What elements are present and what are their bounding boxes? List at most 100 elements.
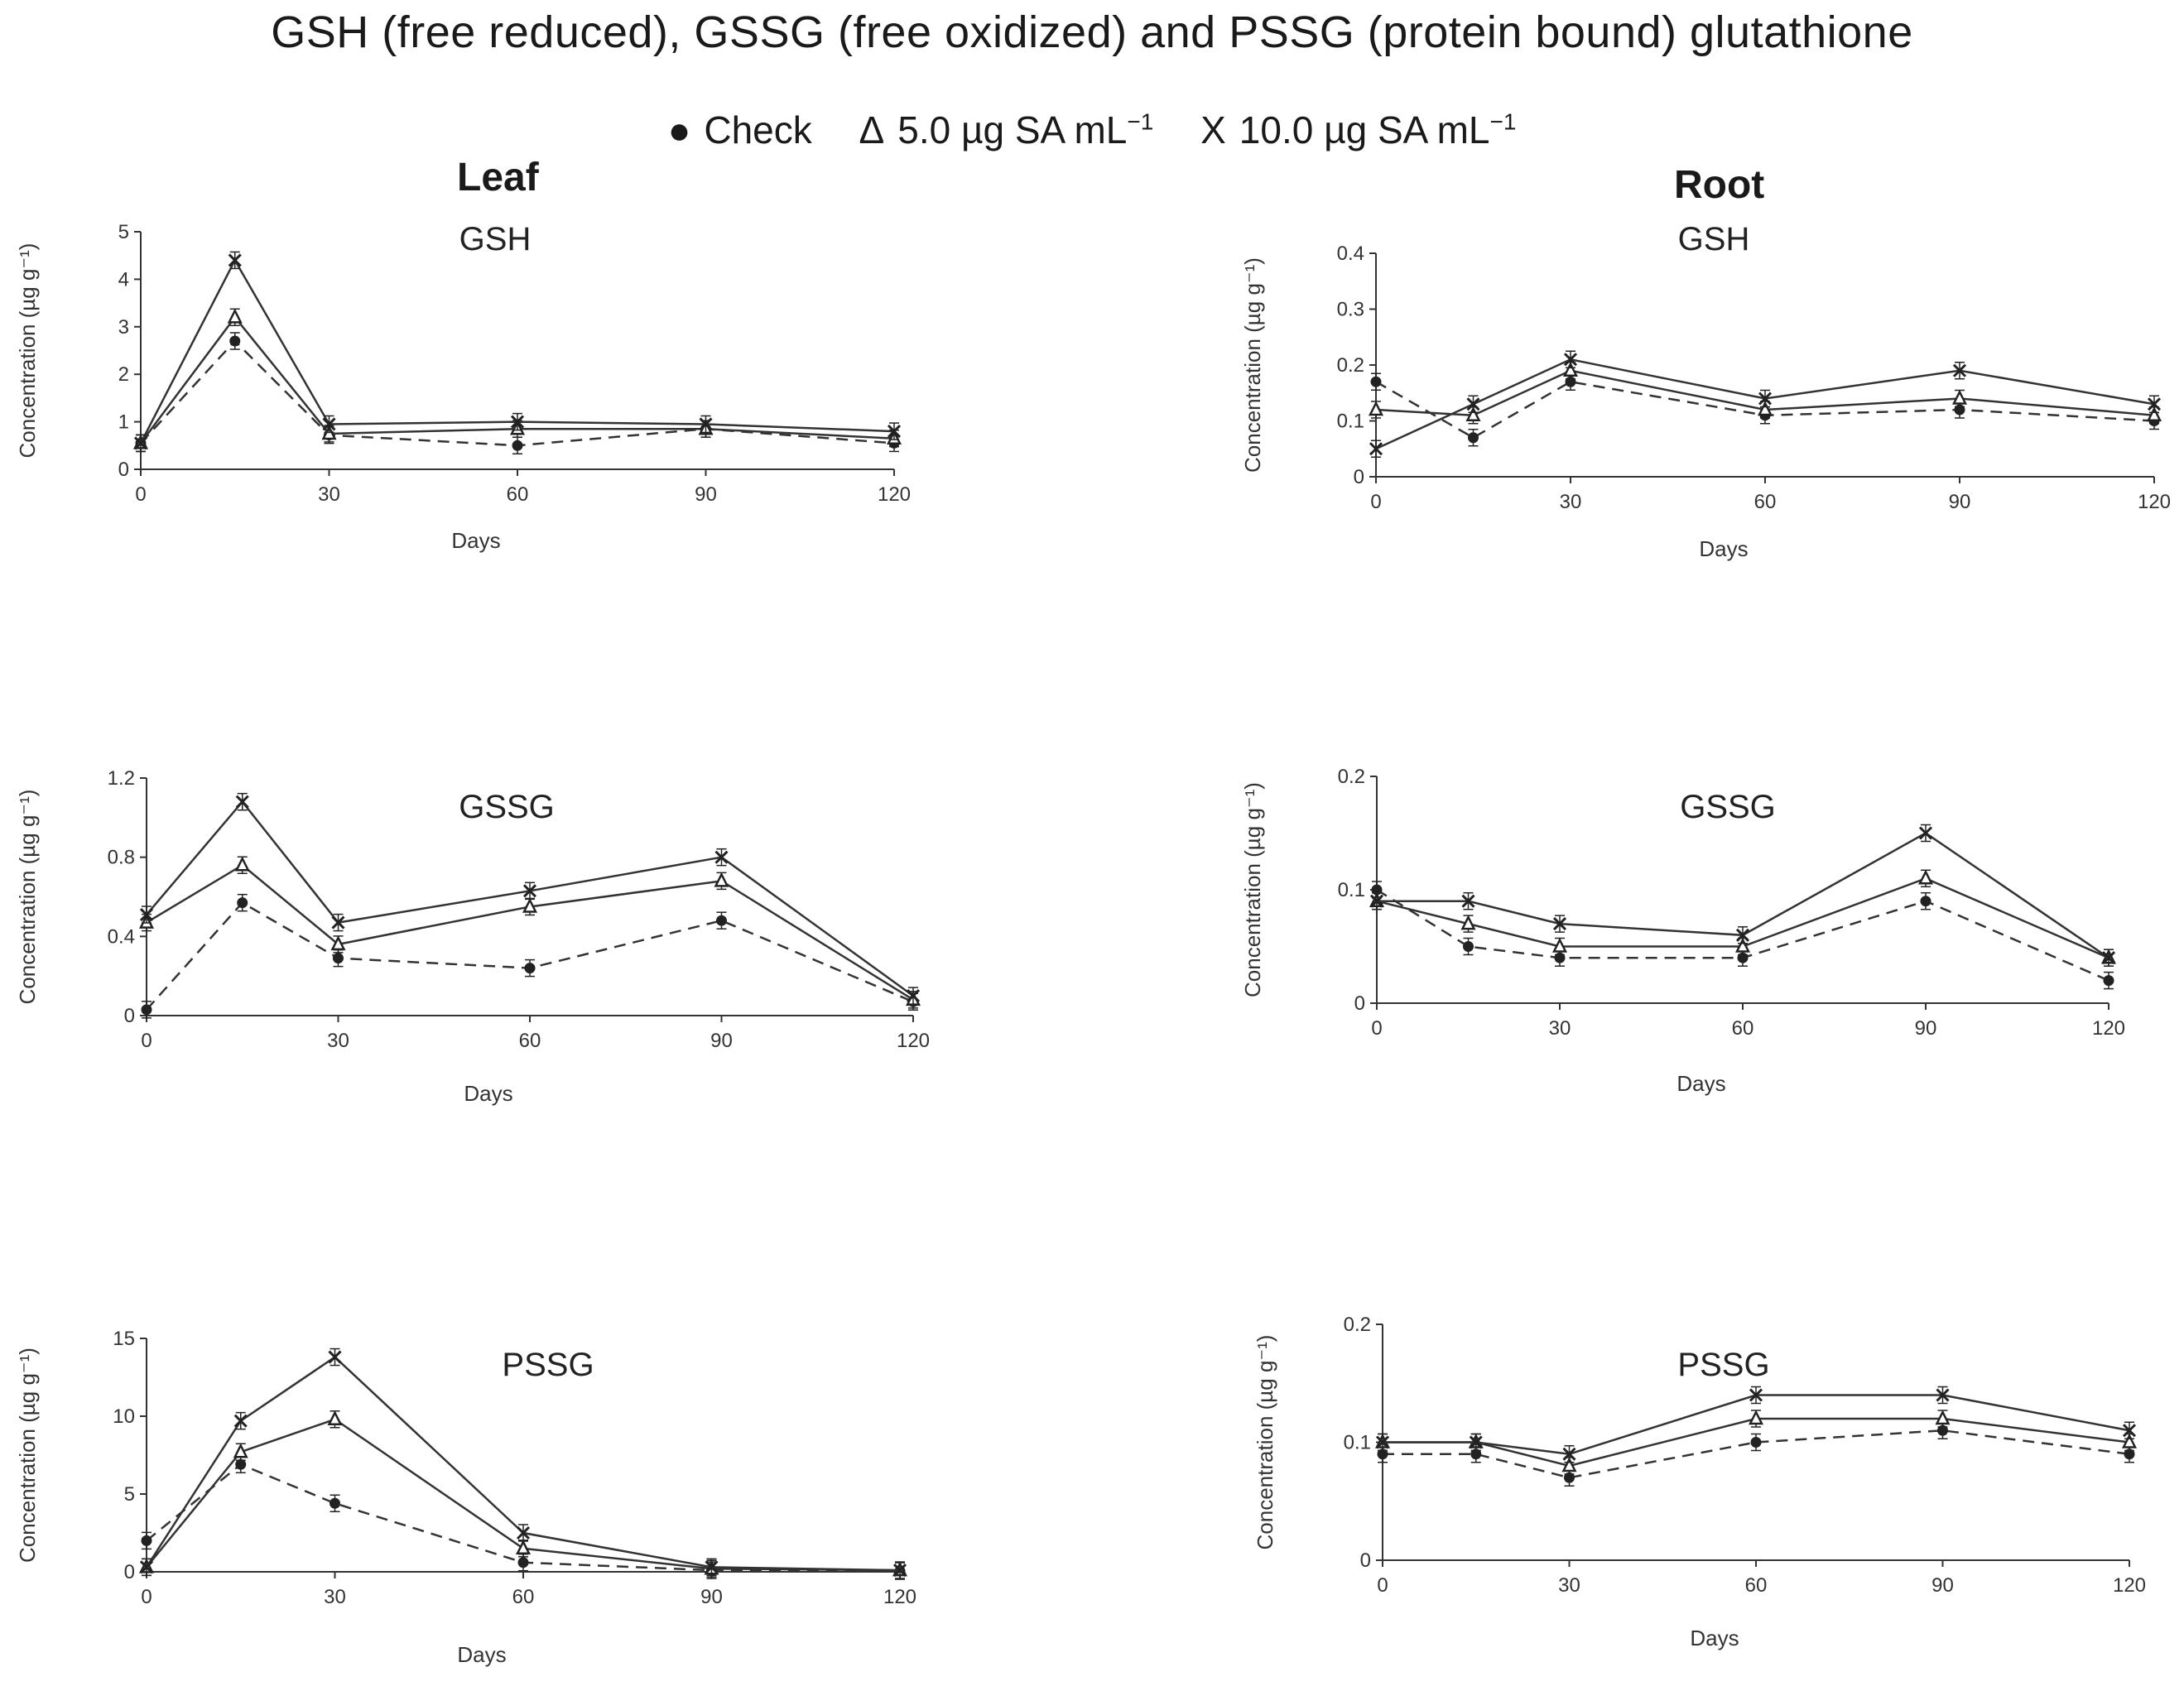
data-point-x-stroke-b: [1466, 397, 1480, 411]
series-line-circle: [146, 901, 914, 1011]
data-point-x: [516, 1525, 531, 1540]
data-point-x: [510, 415, 525, 429]
y-tick-label: 0: [124, 1005, 135, 1027]
series-line-triangle: [1376, 877, 2109, 959]
x-tick-label: 60: [512, 1586, 535, 1608]
data-point-x: [1936, 1388, 1950, 1402]
data-point-x-stroke-b: [139, 907, 154, 922]
data-point-x: [1735, 928, 1750, 942]
y-tick-label: 2: [118, 363, 129, 386]
data-point-x: [1562, 1447, 1576, 1461]
legend-item-10sa: X 10.0 µg SA mL−1: [1200, 108, 1516, 151]
x-tick-label: 90: [700, 1586, 723, 1608]
data-point-x-stroke-b: [714, 850, 729, 864]
series-line-circle: [146, 1463, 901, 1573]
y-tick-label: 0: [118, 459, 129, 481]
legend-label-check: Check: [704, 108, 812, 151]
data-point-triangle: [1562, 361, 1579, 377]
data-point-circle: [141, 1004, 152, 1016]
panel-title: PSSG: [1677, 1347, 1769, 1383]
series-line-circle: [1383, 1429, 2130, 1479]
series-line-x: [1383, 1394, 2130, 1456]
data-point-x-stroke-b: [331, 915, 345, 930]
x-tick-label: 60: [1732, 1017, 1754, 1040]
y-tick-label: 0.2: [1337, 354, 1364, 377]
series-x: [1369, 350, 2162, 458]
figure-legend: ● Check Δ 5.0 µg SA mL−1 X 10.0 µg SA mL−1: [0, 108, 2184, 152]
data-point-x: [892, 1564, 907, 1578]
series-x: [139, 792, 921, 1005]
series-triangle: [138, 856, 921, 1009]
x-axis-title: Days: [451, 528, 500, 553]
data-point-circle: [237, 897, 248, 909]
data-point-circle: [517, 1557, 529, 1568]
legend-label-5sa: 5.0 µg SA mL: [897, 108, 1128, 151]
data-point-x: [228, 253, 242, 267]
data-point-x-stroke-b: [1952, 363, 1967, 377]
x-axis-title: Days: [1690, 1626, 1739, 1650]
data-point-circle: [1470, 1448, 1482, 1460]
data-point-x-stroke-b: [133, 436, 148, 450]
data-point-x-stroke-b: [322, 417, 336, 431]
series-line-x: [145, 1355, 901, 1572]
data-point-triangle: [1917, 869, 1934, 885]
x-axis-title: Days: [1676, 1071, 1725, 1096]
y-tick-label: 5: [118, 221, 129, 243]
data-point-triangle: [1551, 937, 1568, 953]
legend-item-5sa: Δ 5.0 µg SA mL−1: [859, 108, 1154, 151]
data-point-triangle: [330, 935, 346, 951]
data-point-x: [1469, 1435, 1483, 1449]
series-line-triangle: [146, 863, 914, 1001]
x-tick-label: 60: [1754, 491, 1777, 513]
data-point-x: [2122, 1424, 2137, 1438]
x-tick-label: 90: [1949, 491, 1971, 513]
data-point-x: [1749, 1388, 1763, 1402]
chart-root-gssg: 0 0.1 0.2 0 30 60 90 120 Days Concentration (µg g…: [1240, 766, 2125, 1096]
x-tick-label: 90: [1931, 1574, 1954, 1597]
data-point-triangle: [1757, 401, 1773, 416]
data-point-x-stroke-b: [1552, 917, 1567, 931]
data-point-x: [1466, 397, 1480, 411]
x-tick-label: 60: [519, 1030, 541, 1052]
y-tick-label: 3: [118, 316, 129, 339]
data-point-circle: [524, 963, 536, 974]
panel-title: GSSG: [459, 789, 555, 825]
data-point-x: [1375, 1435, 1390, 1449]
data-point-x-stroke-b: [510, 415, 525, 429]
y-tick-label: 0.2: [1338, 766, 1365, 788]
data-point-triangle: [714, 872, 729, 887]
series-line-x: [139, 257, 895, 444]
data-point-x: [1952, 363, 1967, 377]
series-x: [139, 1348, 907, 1579]
x-tick-label: 90: [1915, 1017, 1937, 1040]
y-tick-label: 15: [113, 1328, 135, 1350]
data-point-x-stroke-b: [516, 1525, 531, 1540]
y-tick-label: 0.2: [1344, 1314, 1371, 1336]
series-line-triangle: [1375, 369, 2155, 417]
data-point-x-stroke-b: [1369, 442, 1383, 456]
data-point-x-stroke-b: [1749, 1388, 1763, 1402]
data-point-triangle: [1465, 406, 1481, 421]
y-axis-title: Concentration (µg g⁻¹): [15, 1348, 40, 1563]
data-point-x: [522, 884, 537, 898]
chart-root-gsh: 0 0.1 0.2 0.3 0.4 0 30 60 90 120 Days Concentration…: [1240, 221, 2171, 561]
data-point-x: [139, 1560, 154, 1574]
series-line-x: [146, 800, 914, 997]
data-point-x: [714, 850, 729, 864]
data-point-x-stroke-b: [1936, 1388, 1950, 1402]
data-point-circle: [1564, 1472, 1575, 1483]
data-point-x-stroke-b: [235, 795, 249, 809]
data-point-triangle: [1935, 1410, 1951, 1425]
panel-title: GSH: [1678, 221, 1750, 257]
data-point-x-stroke-b: [328, 1350, 342, 1364]
data-point-triangle: [2121, 1433, 2138, 1448]
x-tick-label: 90: [710, 1030, 733, 1052]
data-point-circle: [2124, 1448, 2135, 1460]
data-point-triangle: [1734, 937, 1751, 953]
x-tick-label: 30: [1549, 1017, 1571, 1040]
data-point-circle: [1463, 941, 1474, 952]
series-line-circle: [1376, 888, 2109, 982]
data-point-x-stroke-b: [139, 1560, 154, 1574]
data-point-x-stroke-b: [1758, 392, 1773, 406]
